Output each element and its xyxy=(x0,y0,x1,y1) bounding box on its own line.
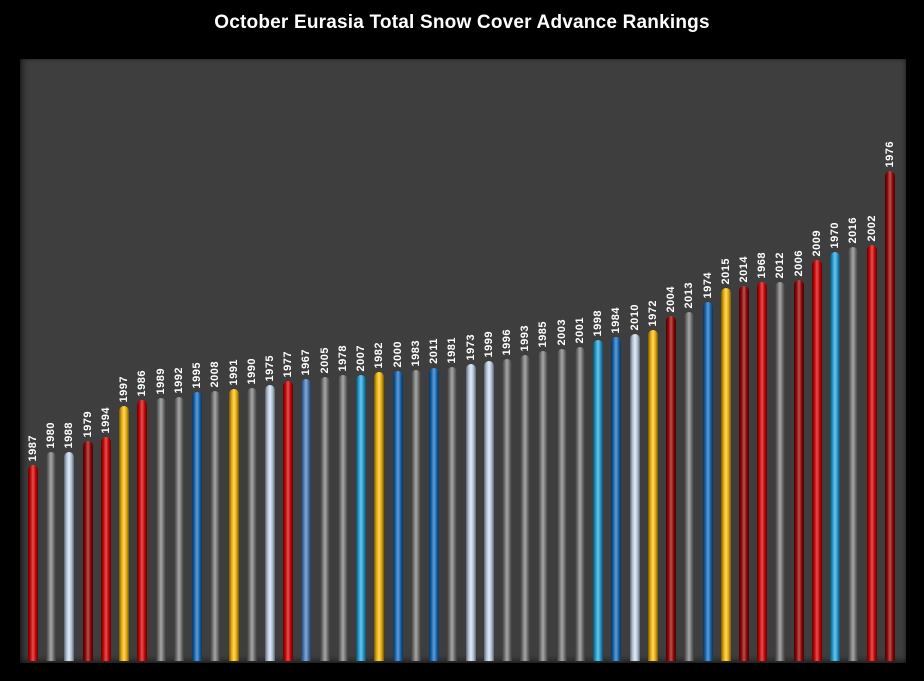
bar-year-label-1974: 1974 xyxy=(701,271,714,298)
bar-year-label-1978: 1978 xyxy=(336,344,349,371)
bar-2016 xyxy=(848,247,859,661)
bar-2002 xyxy=(866,245,877,661)
bar-year-label-1997: 1997 xyxy=(118,375,131,402)
bar-year-label-1994: 1994 xyxy=(99,406,112,433)
bar-1998 xyxy=(593,340,604,661)
bar-year-label-1970: 1970 xyxy=(829,221,842,248)
bar-year-label-1980: 1980 xyxy=(45,421,58,448)
bar-1975 xyxy=(264,385,275,661)
bar-1994 xyxy=(100,437,111,661)
bar-1999 xyxy=(483,361,494,661)
bar-year-label-2000: 2000 xyxy=(391,340,404,367)
bar-1972 xyxy=(647,330,658,661)
bar-year-label-1987: 1987 xyxy=(27,434,39,461)
bar-year-label-2009: 2009 xyxy=(810,229,823,256)
bar-year-label-1993: 1993 xyxy=(519,324,532,351)
bar-2003 xyxy=(556,349,567,661)
bar-1983 xyxy=(410,370,421,661)
bar-1995 xyxy=(192,392,203,661)
bar-year-label-1990: 1990 xyxy=(245,357,258,384)
bar-year-label-1972: 1972 xyxy=(646,299,659,326)
bar-2014 xyxy=(738,286,749,661)
bar-1967 xyxy=(301,379,312,661)
bar-2011 xyxy=(429,368,440,661)
bar-1989 xyxy=(155,398,166,661)
bar-year-label-2010: 2010 xyxy=(628,303,641,330)
bar-year-label-2007: 2007 xyxy=(355,344,368,371)
bar-year-label-2004: 2004 xyxy=(665,285,678,312)
bar-year-label-2001: 2001 xyxy=(573,316,586,343)
bar-2012 xyxy=(775,282,786,661)
bar-year-label-2013: 2013 xyxy=(683,281,696,308)
bar-year-label-1973: 1973 xyxy=(464,333,477,360)
bar-1981 xyxy=(447,367,458,661)
bar-1988 xyxy=(64,452,75,661)
bar-year-label-2016: 2016 xyxy=(847,216,860,243)
bar-2007 xyxy=(356,375,367,661)
bar-1987 xyxy=(28,465,38,661)
bar-1982 xyxy=(374,372,385,661)
bar-year-label-2015: 2015 xyxy=(719,257,732,284)
bar-2001 xyxy=(574,347,585,661)
bar-year-label-1996: 1996 xyxy=(500,328,513,355)
bar-1986 xyxy=(137,400,148,661)
bar-1980 xyxy=(46,452,57,661)
bar-1993 xyxy=(520,355,531,661)
bar-year-label-1999: 1999 xyxy=(482,330,495,357)
bar-year-label-2006: 2006 xyxy=(792,249,805,276)
bar-1992 xyxy=(173,397,184,661)
bar-1979 xyxy=(82,441,93,661)
bar-2004 xyxy=(666,316,677,661)
bar-1997 xyxy=(119,406,130,661)
bar-year-label-1992: 1992 xyxy=(172,366,185,393)
bar-year-label-2011: 2011 xyxy=(428,338,441,364)
bar-year-label-1967: 1967 xyxy=(300,348,313,375)
bar-year-label-2014: 2014 xyxy=(737,255,750,282)
bar-2015 xyxy=(720,288,731,661)
bar-year-label-2003: 2003 xyxy=(555,318,568,345)
plot-area: 1987 1980 1988 1979 1994 1997 1986 1989 1992 1995… xyxy=(20,59,906,663)
chart-title: October Eurasia Total Snow Cover Advance… xyxy=(214,12,710,33)
bar-year-label-1976: 1976 xyxy=(883,140,896,167)
bar-2005 xyxy=(319,377,330,661)
bar-1978 xyxy=(337,375,348,661)
bar-year-label-1995: 1995 xyxy=(191,361,204,388)
bar-year-label-1981: 1981 xyxy=(446,336,459,363)
bar-2010 xyxy=(629,334,640,661)
bar-year-label-1984: 1984 xyxy=(610,306,623,333)
bar-2013 xyxy=(684,312,695,661)
bar-year-label-2012: 2012 xyxy=(774,251,787,278)
bar-year-label-1975: 1975 xyxy=(263,354,276,381)
bar-2006 xyxy=(793,280,804,661)
bar-year-label-1977: 1977 xyxy=(282,350,295,377)
bar-year-label-1989: 1989 xyxy=(154,367,167,394)
bar-year-label-1986: 1986 xyxy=(136,369,149,396)
bar-1977 xyxy=(283,381,294,661)
bar-1984 xyxy=(611,337,622,661)
bar-1996 xyxy=(501,359,512,661)
bar-2009 xyxy=(811,260,822,661)
bar-year-label-1983: 1983 xyxy=(409,339,422,366)
bar-1990 xyxy=(246,388,257,661)
bar-year-label-1998: 1998 xyxy=(592,309,605,336)
bar-2000 xyxy=(392,371,403,661)
bar-year-label-1985: 1985 xyxy=(537,320,550,347)
bar-1970 xyxy=(830,252,841,661)
bar-1991 xyxy=(228,389,239,661)
bar-1973 xyxy=(465,364,476,661)
bar-1976 xyxy=(884,171,895,661)
bar-year-label-2005: 2005 xyxy=(318,346,331,373)
bar-year-label-2008: 2008 xyxy=(209,360,222,387)
bar-year-label-1991: 1991 xyxy=(227,358,240,385)
bar-2008 xyxy=(210,391,221,661)
bar-year-label-1968: 1968 xyxy=(756,251,769,278)
bar-year-label-1982: 1982 xyxy=(373,341,386,368)
bar-year-label-1979: 1979 xyxy=(81,410,94,437)
bar-year-label-2002: 2002 xyxy=(865,214,878,241)
bar-1974 xyxy=(702,302,713,661)
bar-1968 xyxy=(757,282,768,661)
bar-1985 xyxy=(538,351,549,661)
bar-year-label-1988: 1988 xyxy=(63,421,76,448)
